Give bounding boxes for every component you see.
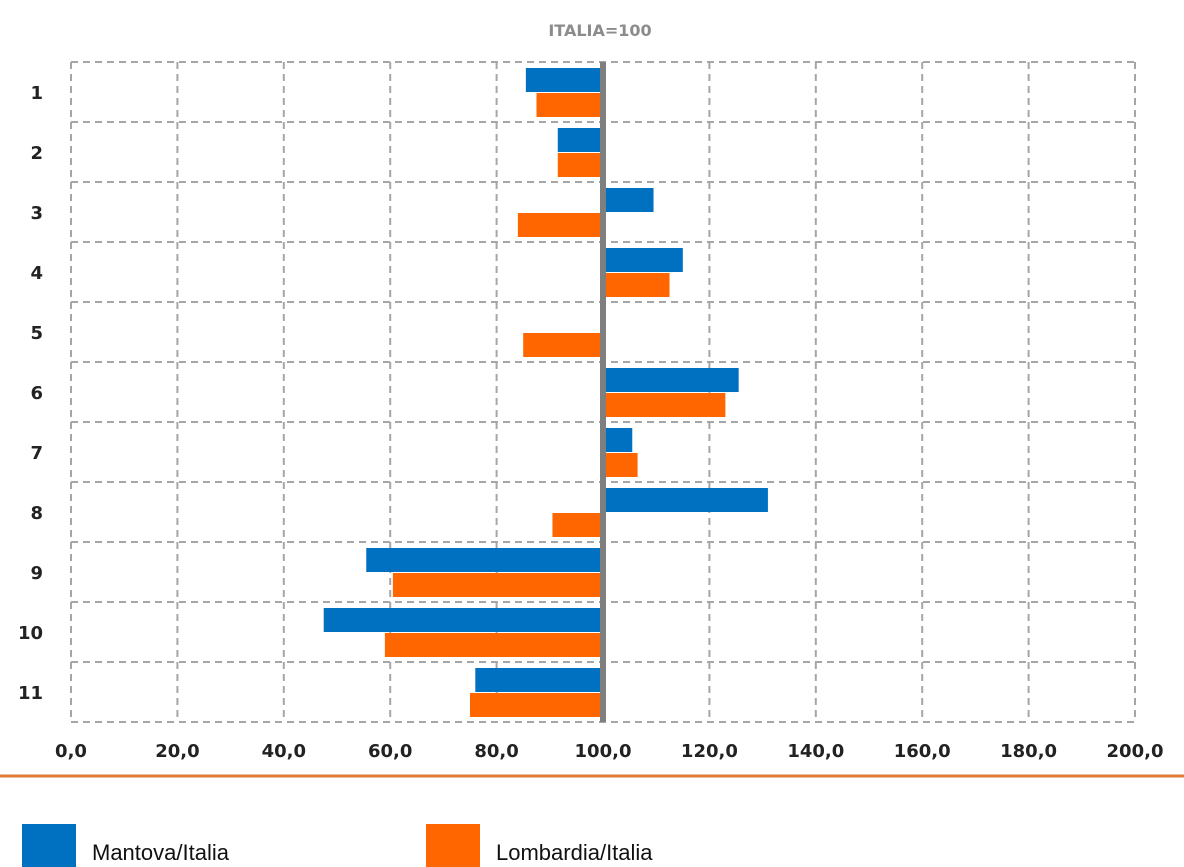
legend: Mantova/Italia Lombardia/Italia [22,824,653,867]
bar-mantova-2 [557,128,603,152]
x-tick-label: 40,0 [262,741,306,762]
x-tick-label: 140,0 [787,741,844,762]
bar-lombardia-8 [552,513,603,537]
bar-mantova-1 [525,68,603,92]
x-tick-label: 100,0 [575,741,632,762]
bar-mantova-6 [603,368,739,392]
bar-mantova-8 [603,488,768,512]
bar-mantova-10 [323,608,603,632]
x-tick-label: 80,0 [474,741,518,762]
category-label: 8 [30,503,43,524]
category-label: 7 [30,443,43,464]
category-label: 11 [18,683,43,704]
bar-lombardia-1 [536,93,603,117]
x-tick-label: 160,0 [894,741,951,762]
legend-label-mantova: Mantova/Italia [92,840,230,865]
x-tick-label: 120,0 [681,741,738,762]
x-tick-label: 60,0 [368,741,412,762]
category-label: 10 [18,623,43,644]
bar-lombardia-7 [603,453,638,477]
category-label: 2 [30,143,43,164]
bar-lombardia-10 [384,633,603,657]
x-tick-label: 180,0 [1000,741,1057,762]
legend-swatch-lombardia [426,824,480,867]
legend-label-lombardia: Lombardia/Italia [496,840,653,865]
bar-mantova-3 [603,188,654,212]
bar-mantova-9 [366,548,603,572]
category-label: 3 [30,203,43,224]
bar-lombardia-4 [603,273,670,297]
bar-lombardia-2 [557,153,603,177]
category-labels: 1 2 3 4 5 6 7 8 9 10 11 [18,83,43,704]
x-tick-label: 200,0 [1107,741,1164,762]
bar-mantova-7 [603,428,633,452]
category-label: 1 [30,83,43,104]
bar-lombardia-5 [523,333,603,357]
x-tick-label: 0,0 [55,741,87,762]
category-label: 6 [30,383,43,404]
bar-lombardia-6 [603,393,726,417]
bar-lombardia-9 [392,573,603,597]
bars [323,68,768,717]
category-label: 4 [30,263,43,284]
bar-lombardia-3 [517,213,603,237]
bar-mantova-4 [603,248,683,272]
category-label: 5 [30,323,43,344]
category-label: 9 [30,563,43,584]
bar-lombardia-11 [470,693,603,717]
x-tick-label: 20,0 [155,741,199,762]
bar-mantova-11 [475,668,603,692]
x-tick-labels: 0,0 20,0 40,0 60,0 80,0 100,0 120,0 140,0 160,0 1… [55,741,1163,762]
chart-title: ITALIA=100 [548,21,651,40]
legend-swatch-mantova [22,824,76,867]
